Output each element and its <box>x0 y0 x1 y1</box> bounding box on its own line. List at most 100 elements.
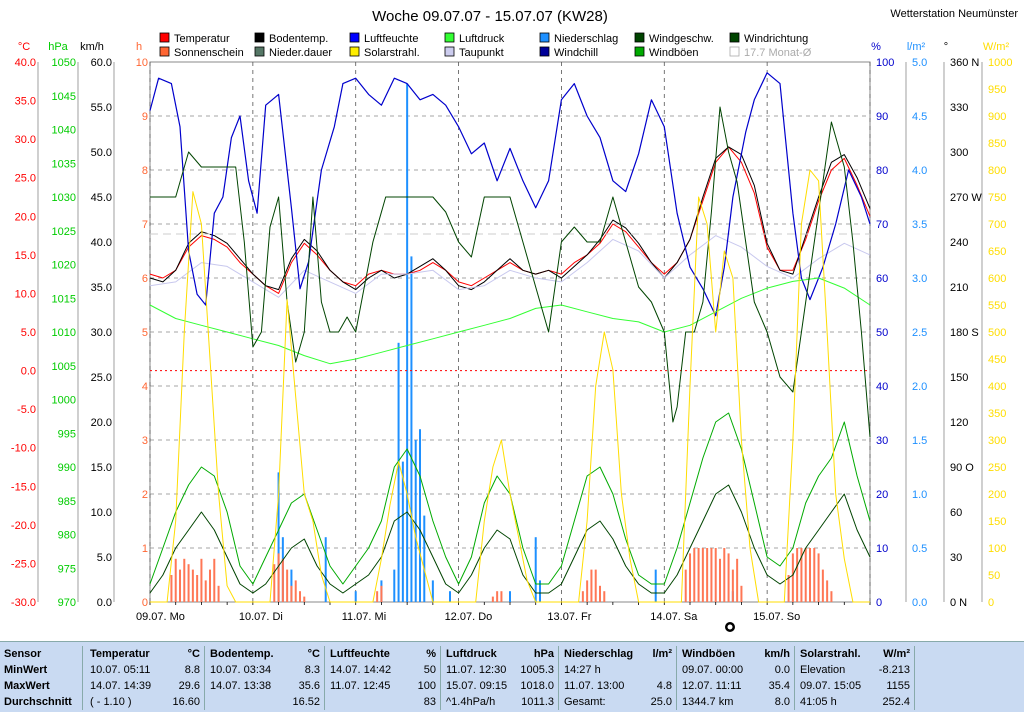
x-tick-label: 12.07. Do <box>445 611 493 623</box>
bar <box>449 591 451 602</box>
stats-title: Temperatur <box>90 646 150 662</box>
y-tick-label: 70 <box>876 219 888 231</box>
y-tick-label: 60 <box>876 273 888 285</box>
stats-cell-label: 14.07. 13:38 <box>210 678 271 694</box>
legend-swatch <box>255 33 264 42</box>
y-tick-label: 40.0 <box>15 57 36 69</box>
y-tick-label: 1.0 <box>912 489 927 501</box>
y-tick-label: 550 <box>988 300 1006 312</box>
stats-header: Luftfeuchte% <box>330 646 436 662</box>
bar <box>728 553 730 602</box>
stats-row: ( - 1.10 )16.60 <box>90 694 200 710</box>
stats-cell-value: 252.4 <box>882 694 910 710</box>
stats-cell-value: 25.0 <box>651 694 672 710</box>
stats-cell-label: 10.07. 03:34 <box>210 662 271 678</box>
stats-panel: Temperatur°C10.07. 05:118.814.07. 14:392… <box>86 646 205 710</box>
row-label-sensor: Sensor <box>4 646 41 662</box>
legend-swatch <box>350 33 359 42</box>
y-tick-label: 150 <box>988 516 1006 528</box>
x-tick-label: 14.07. Sa <box>650 611 698 623</box>
stats-row: 11.07. 13:004.8 <box>564 678 672 694</box>
y-tick-label: 350 <box>988 408 1006 420</box>
legend-item: Windchill <box>540 47 598 59</box>
bar <box>213 559 215 602</box>
stats-cell-label: 14.07. 14:42 <box>330 662 391 678</box>
y-tick-label: 90 O <box>950 462 974 474</box>
stats-cell-label: Gesamt: <box>564 694 606 710</box>
y-tick-label: -5.0 <box>17 404 36 416</box>
stats-unit: °C <box>188 646 200 662</box>
bar <box>509 591 511 602</box>
y-tick-label: 180 S <box>950 327 979 339</box>
stats-title: Luftdruck <box>446 646 497 662</box>
y-tick-label: 1035 <box>52 158 76 170</box>
stats-cell-label: 09.07. 15:05 <box>800 678 861 694</box>
legend-label: Windgeschw. <box>649 33 714 45</box>
bar <box>410 256 412 602</box>
legend-item: Windböen <box>635 47 699 59</box>
stats-cell-label: Elevation <box>800 662 845 678</box>
y-tick-label: 0 N <box>950 597 967 609</box>
y-tick-label: 50 <box>876 327 888 339</box>
legend-item: Bodentemp. <box>255 33 328 45</box>
bar <box>715 548 717 602</box>
bar <box>830 591 832 602</box>
y-tick-label: 100 <box>876 57 894 69</box>
bar <box>698 548 700 602</box>
y-tick-label: 0 <box>988 597 994 609</box>
stats-cell-value: 1005.3 <box>520 662 554 678</box>
legend-label: 17.7 Monat-Ø <box>744 47 812 59</box>
y-tick-label: 985 <box>58 496 76 508</box>
y-tick-label: 100 <box>988 543 1006 555</box>
y-tick-label: 25.0 <box>15 173 36 185</box>
axis-press: hPa9709759809859909951000100510101015102… <box>48 41 78 609</box>
bar <box>689 553 691 602</box>
y-tick-label: 270 W <box>950 192 982 204</box>
y-tick-label: -30.0 <box>11 597 36 609</box>
bar <box>710 548 712 602</box>
stats-cell-value: 100 <box>418 678 436 694</box>
stats-cell-label: 09.07. 00:00 <box>682 662 743 678</box>
stats-row: 11.07. 12:301005.3 <box>446 662 554 678</box>
stats-cell-value: 35.4 <box>769 678 790 694</box>
y-tick-label: 900 <box>988 111 1006 123</box>
stats-cell-label: 14.07. 14:39 <box>90 678 151 694</box>
legend-item: Windgeschw. <box>635 33 714 45</box>
legend-label: Bodentemp. <box>269 33 328 45</box>
y-tick-label: 1010 <box>52 327 76 339</box>
stats-cell-label: 15.07. 09:15 <box>446 678 507 694</box>
y-tick-label: 0.5 <box>912 543 927 555</box>
stats-unit: W/m² <box>883 646 910 662</box>
x-tick-label: 13.07. Fr <box>547 611 591 623</box>
row-label-avg: Durchschnitt <box>4 694 72 710</box>
axes-layer: 09.07. Mo10.07. Di11.07. Mi12.07. Do13.0… <box>11 41 1013 623</box>
stats-cell-value: 8.0 <box>775 694 790 710</box>
stats-unit: % <box>426 646 436 662</box>
axis-unit: °C <box>18 41 30 53</box>
axis-unit: % <box>871 41 881 53</box>
y-tick-label: 7 <box>142 219 148 231</box>
stats-cell-value: 35.6 <box>299 678 320 694</box>
y-tick-label: 500 <box>988 327 1006 339</box>
axis-hours: h012345678910 <box>136 41 148 609</box>
stats-title: Solarstrahl. <box>800 646 861 662</box>
axis-rain: l/m²0.00.51.01.52.02.53.03.54.04.55.0 <box>906 41 927 609</box>
y-tick-label: 240 <box>950 237 968 249</box>
weather-station-page: Woche 09.07.07 - 15.07.07 (KW28) Wetters… <box>0 0 1024 712</box>
stats-row: 09.07. 15:051155 <box>800 678 910 694</box>
y-tick-label: 975 <box>58 563 76 575</box>
legend-label: Niederschlag <box>554 33 618 45</box>
y-tick-label: 2 <box>142 489 148 501</box>
bar <box>599 586 601 602</box>
stats-unit: l/m² <box>652 646 672 662</box>
y-tick-label: 5 <box>142 327 148 339</box>
stats-title: Windböen <box>682 646 735 662</box>
legend-item: Luftfeuchte <box>350 33 418 45</box>
bar <box>282 559 284 602</box>
y-tick-label: 330 <box>950 102 968 114</box>
bar <box>393 570 395 602</box>
legend-label: Windrichtung <box>744 33 808 45</box>
legend-swatch <box>730 47 739 56</box>
stats-row: 15.07. 09:151018.0 <box>446 678 554 694</box>
bar <box>209 570 211 602</box>
